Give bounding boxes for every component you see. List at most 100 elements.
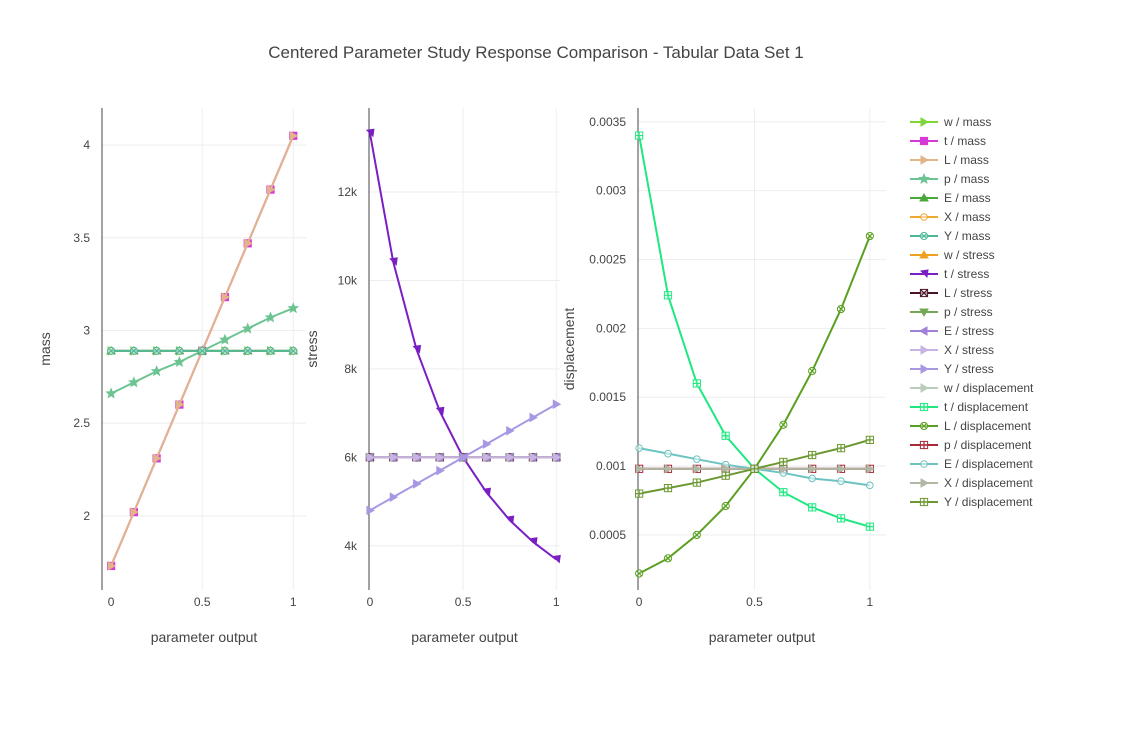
legend-item[interactable]: X / stress [910,343,994,357]
series-point[interactable] [693,455,701,463]
series-point[interactable] [529,412,538,423]
series-point[interactable] [837,463,847,474]
series-point[interactable] [436,452,445,463]
legend-swatch-point[interactable] [919,269,929,279]
series-point[interactable] [173,355,186,367]
series-point[interactable] [366,505,375,516]
legend-item[interactable]: t / mass [910,134,986,148]
legend-item[interactable]: E / stress [910,324,994,338]
series-point[interactable] [219,333,231,345]
series-point[interactable] [244,238,253,249]
legend-swatch-point[interactable] [919,192,929,202]
y-tick-label: 2.5 [73,416,90,430]
series-point[interactable] [413,452,422,463]
series-point[interactable] [241,322,254,334]
series-point[interactable] [693,463,702,474]
legend-item[interactable]: L / displacement [910,419,1032,433]
legend-swatch-point[interactable] [920,155,930,165]
series-point[interactable] [264,311,277,323]
legend-item[interactable]: L / stress [910,286,992,300]
series-point[interactable] [505,515,515,525]
series-point[interactable] [552,554,561,564]
legend-swatch-point[interactable] [918,172,930,184]
series-y-stress[interactable] [366,399,562,516]
legend-swatch-point[interactable] [920,478,930,488]
series-point[interactable] [389,492,399,502]
series-point[interactable] [130,507,139,518]
series-point-glyph [693,532,700,538]
series-point[interactable] [529,452,538,463]
series-point[interactable] [664,463,673,474]
series-point[interactable] [412,344,422,354]
subplot-displacement: 0 0.5 1 0.0005 0.001 0.0015 0.002 0.0025 0.003 0.… [561,108,886,645]
series-point[interactable] [365,128,375,138]
series-point[interactable] [366,452,375,463]
series-point[interactable] [528,537,538,546]
series-point[interactable] [459,452,469,463]
legend-item[interactable]: Y / stress [910,362,994,376]
series-point[interactable] [413,479,422,489]
series-point[interactable] [552,399,562,410]
legend-item[interactable]: p / displacement [910,438,1032,452]
legend-swatch-point[interactable] [920,117,930,127]
series-point[interactable] [482,487,491,497]
series-point[interactable] [175,399,185,410]
legend-item[interactable]: p / stress [910,305,993,319]
series-point[interactable] [289,130,299,141]
legend-item[interactable]: w / stress [910,248,995,262]
legend-swatch-point[interactable] [920,364,930,374]
series-point[interactable] [506,452,515,463]
legend-item[interactable]: t / stress [910,267,989,281]
legend-item[interactable]: E / mass [910,191,991,205]
series-y-mass[interactable] [107,346,298,355]
legend-swatch-point[interactable] [920,460,928,468]
legend[interactable]: w / mass t / mass L / mass p / mass E / mass… [910,115,1034,509]
legend-item[interactable]: L / mass [910,153,989,167]
series-point[interactable] [482,439,492,449]
series-point[interactable] [635,444,643,452]
legend-swatch-point[interactable] [919,308,929,318]
legend-item[interactable]: X / mass [910,210,991,224]
series-point[interactable] [128,376,140,388]
series-point[interactable] [389,257,398,266]
legend-swatch-point[interactable] [919,136,929,146]
series-point[interactable] [389,452,399,463]
series-point[interactable] [808,463,818,474]
legend-swatch-point[interactable] [920,213,928,221]
legend-item[interactable]: E / displacement [910,457,1033,471]
series-point[interactable] [105,387,117,399]
legend-item[interactable]: Y / mass [910,229,990,243]
series-point[interactable] [866,463,875,474]
legend-swatch-point[interactable] [920,345,930,355]
series-point[interactable] [221,292,230,302]
legend-swatch-point[interactable] [920,383,930,393]
series-point[interactable] [107,561,117,571]
series-point[interactable] [150,365,163,377]
series-point[interactable] [664,449,672,458]
legend-item[interactable]: t / displacement [910,400,1029,414]
series-point[interactable] [266,184,276,195]
series-point[interactable] [779,463,789,474]
series-point[interactable] [635,463,645,474]
series-point[interactable] [808,474,816,483]
series-point[interactable] [722,463,731,474]
series-point-glyph [722,472,730,480]
legend-item[interactable]: X / displacement [910,476,1033,490]
series-point[interactable] [866,481,874,490]
legend-item[interactable]: p / mass [910,172,989,186]
series-point[interactable] [482,452,492,463]
series-y-displacement[interactable] [635,435,874,498]
series-point[interactable] [153,453,162,464]
legend-swatch-point[interactable] [918,326,928,336]
series-point[interactable] [287,302,300,314]
legend-item[interactable]: w / displacement [910,381,1034,395]
legend-item[interactable]: Y / displacement [910,495,1033,509]
legend-swatch-point[interactable] [919,249,929,259]
series-point[interactable] [435,406,445,416]
series-point[interactable] [506,425,515,436]
legend-item[interactable]: w / mass [910,115,991,129]
series-point[interactable] [837,477,845,486]
series-point[interactable] [436,465,445,476]
series-point[interactable] [552,452,562,463]
series-point-glyph [290,347,297,354]
